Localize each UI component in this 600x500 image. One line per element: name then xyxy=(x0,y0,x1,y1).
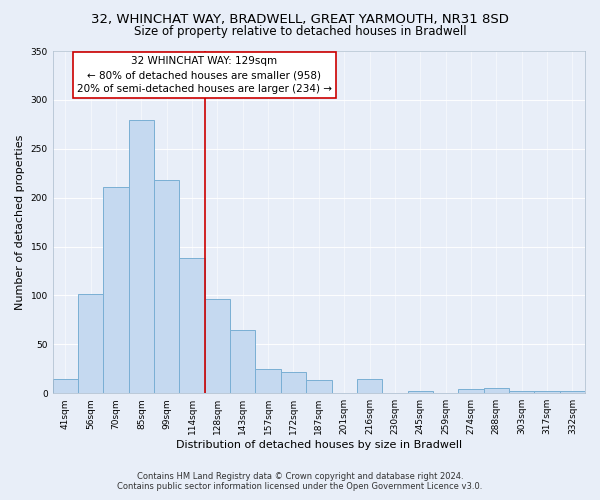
Text: Contains HM Land Registry data © Crown copyright and database right 2024.
Contai: Contains HM Land Registry data © Crown c… xyxy=(118,472,482,491)
Bar xyxy=(357,378,382,393)
Bar xyxy=(179,258,205,393)
Bar xyxy=(230,330,256,393)
Bar xyxy=(484,388,509,393)
Bar xyxy=(560,392,585,393)
Bar xyxy=(407,392,433,393)
Text: 32 WHINCHAT WAY: 129sqm
← 80% of detached houses are smaller (958)
20% of semi-d: 32 WHINCHAT WAY: 129sqm ← 80% of detache… xyxy=(77,56,332,94)
Bar xyxy=(306,380,332,393)
Bar xyxy=(535,392,560,393)
Bar xyxy=(78,294,103,393)
Y-axis label: Number of detached properties: Number of detached properties xyxy=(15,134,25,310)
X-axis label: Distribution of detached houses by size in Bradwell: Distribution of detached houses by size … xyxy=(176,440,462,450)
Bar xyxy=(154,180,179,393)
Text: 32, WHINCHAT WAY, BRADWELL, GREAT YARMOUTH, NR31 8SD: 32, WHINCHAT WAY, BRADWELL, GREAT YARMOU… xyxy=(91,12,509,26)
Bar xyxy=(281,372,306,393)
Bar xyxy=(509,392,535,393)
Bar xyxy=(53,378,78,393)
Bar xyxy=(129,120,154,393)
Bar xyxy=(458,390,484,393)
Bar xyxy=(205,300,230,393)
Text: Size of property relative to detached houses in Bradwell: Size of property relative to detached ho… xyxy=(134,25,466,38)
Bar xyxy=(256,369,281,393)
Bar xyxy=(103,187,129,393)
